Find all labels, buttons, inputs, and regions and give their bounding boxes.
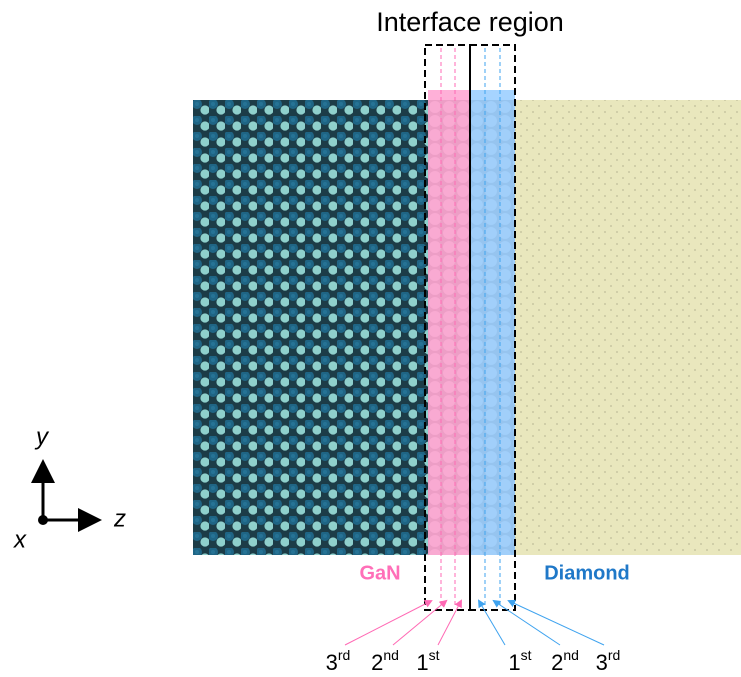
gan-label: GaN <box>359 562 400 584</box>
layer-num: 3 <box>596 650 608 675</box>
axes-icon: y z x <box>13 423 126 553</box>
layer-label: 2nd <box>371 647 399 675</box>
layer-sup: rd <box>338 647 350 663</box>
layer-sup: nd <box>383 647 399 663</box>
layer-labels: 3rd 2nd 1st 1st 2nd 3rd <box>326 647 621 675</box>
layer-num: 2 <box>551 650 563 675</box>
layer-num: 1 <box>416 650 428 675</box>
figure: Interface region GaN Diamond 3rd 2nd 1st… <box>0 0 741 677</box>
layer-label: 2nd <box>551 647 579 675</box>
layer-sup: st <box>429 647 440 663</box>
diamond-block <box>515 100 741 555</box>
layer-num: 3 <box>326 650 338 675</box>
layer-label: 1st <box>508 647 531 675</box>
diamond-label: Diamond <box>544 562 630 584</box>
layer-arrows <box>345 601 604 645</box>
layer-num: 2 <box>371 650 383 675</box>
gan-interface <box>428 90 470 555</box>
layer-sup: st <box>521 647 532 663</box>
diamond-interface <box>470 90 515 555</box>
axis-y-label: y <box>34 423 50 450</box>
layer-sup: rd <box>608 647 620 663</box>
gan-block <box>193 100 428 555</box>
layer-sup: nd <box>563 647 579 663</box>
layer-label: 3rd <box>326 647 351 675</box>
layer-label: 1st <box>416 647 439 675</box>
axis-x-label: x <box>13 526 27 553</box>
layer-num: 1 <box>508 650 520 675</box>
axis-z-label: z <box>113 505 126 532</box>
title: Interface region <box>376 7 564 37</box>
layer-label: 3rd <box>596 647 621 675</box>
